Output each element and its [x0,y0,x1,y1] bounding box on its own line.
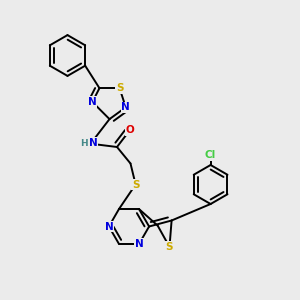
Text: N: N [122,102,130,112]
Text: Cl: Cl [205,150,216,160]
Text: S: S [132,179,139,190]
Text: H: H [80,140,88,148]
Text: S: S [166,242,173,252]
Text: N: N [135,239,143,249]
Text: S: S [116,83,123,93]
Text: N: N [88,137,98,148]
Text: N: N [88,97,97,107]
Text: O: O [125,125,134,136]
Text: N: N [104,221,113,232]
